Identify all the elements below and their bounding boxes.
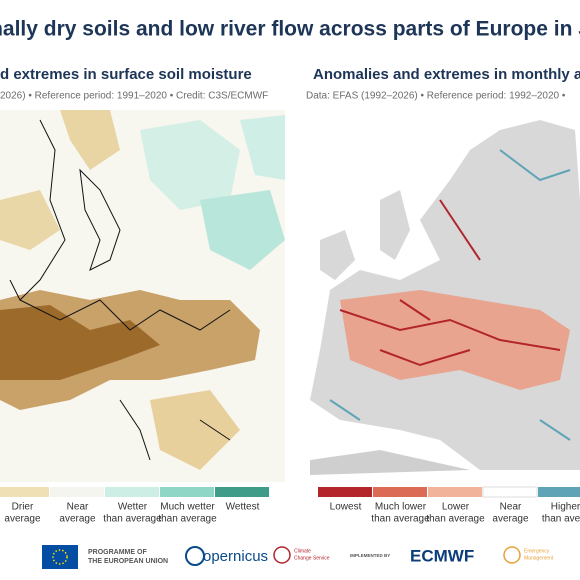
legend-label: average: [4, 514, 41, 525]
soil-moisture-map: [0, 110, 285, 482]
eu-text: THE EUROPEAN UNION: [88, 558, 168, 565]
river-flow-map: [310, 120, 580, 475]
legend-label: Much lower: [375, 502, 427, 513]
implemented-text: IMPLEMENTED BY: [350, 553, 390, 558]
eu-stars: [52, 549, 68, 565]
legend-swatch: [318, 487, 372, 497]
legend-swatch: [482, 486, 538, 498]
legend-swatch: [0, 487, 49, 497]
legend-swatch: [538, 487, 580, 497]
left-subtitle: d extremes in surface soil moisture: [0, 66, 252, 83]
right-source: Data: EFAS (1992–2026) • Reference perio…: [306, 91, 566, 102]
left-source: 2026) • Reference period: 1991–2020 • Cr…: [0, 91, 268, 102]
legend-label: than average: [103, 514, 162, 525]
legend-label: Wetter: [118, 502, 148, 513]
ems-text: Emergency: [524, 548, 550, 554]
legend-swatch: [160, 487, 214, 497]
legend-swatch: [428, 487, 482, 497]
legend-label: than average: [371, 514, 430, 525]
ecmwf-text: ECMWF: [410, 546, 474, 565]
legend-label: Near: [67, 502, 89, 513]
copernicus-text: opernicus: [203, 548, 268, 565]
legend-swatch: [373, 487, 427, 497]
title: onally dry soils and low river flow acro…: [0, 18, 580, 41]
legend-label: average: [59, 514, 96, 525]
right-subtitle: Anomalies and extremes in monthly a: [313, 66, 580, 83]
climate-logo: [273, 546, 291, 564]
footer: PROGRAMME OF THE EUROPEAN UNION opernicu…: [42, 545, 554, 569]
legend-label: than average: [158, 514, 217, 525]
legend-label: Higher: [551, 502, 580, 513]
legend-swatch: [215, 487, 269, 497]
eu-text: PROGRAMME OF: [88, 549, 147, 556]
legend-label: Much wetter: [160, 502, 215, 513]
legend-swatch: [50, 487, 104, 497]
legend-label: Drier: [12, 502, 34, 513]
legend-swatch: [105, 487, 159, 497]
legend-label: Lowest: [330, 502, 362, 513]
ems-text: Management: [524, 555, 554, 561]
legend-label: average: [492, 514, 529, 525]
legend-label: than avera: [542, 514, 580, 525]
copernicus-logo: [185, 546, 205, 566]
climate-text: Change Service: [294, 555, 330, 561]
eu-flag: [42, 545, 78, 569]
climate-text: Climate: [294, 548, 311, 554]
legend-label: Lower: [442, 502, 470, 513]
legend-label: Near: [500, 502, 522, 513]
ems-logo: [503, 546, 521, 564]
legend-label: Wettest: [226, 502, 260, 513]
legend-label: than average: [426, 514, 485, 525]
